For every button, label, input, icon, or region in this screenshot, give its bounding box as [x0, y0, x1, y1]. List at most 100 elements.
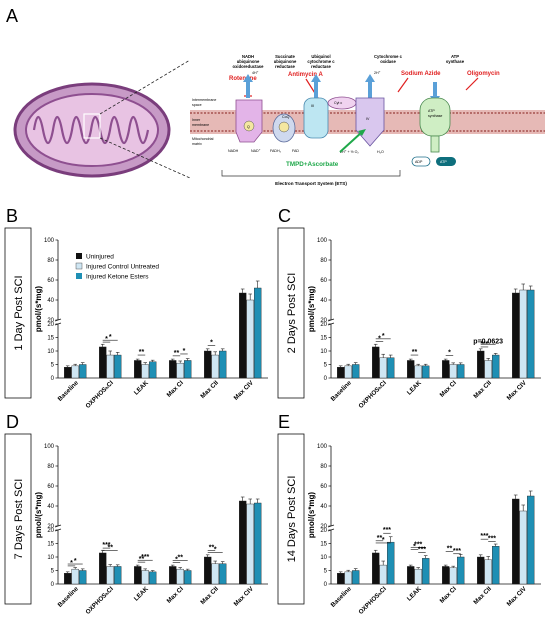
bar	[114, 354, 122, 379]
y-tick-label: 10	[47, 349, 54, 355]
bar	[407, 566, 415, 585]
bar	[114, 566, 122, 585]
mitochondrion-illustration	[13, 59, 191, 179]
bar	[372, 346, 380, 379]
y-tick-label: 10	[320, 555, 327, 561]
complex-iii-title-2: cytochrome c	[307, 59, 335, 64]
bar	[169, 360, 177, 379]
category-label: Max CI	[166, 379, 185, 398]
category-label: LEAK	[133, 585, 150, 602]
bar	[512, 498, 520, 585]
nad-label: NAD⁺	[251, 149, 261, 153]
significance-label: **	[107, 545, 113, 552]
bar	[527, 495, 535, 585]
y-tick-label: 20	[47, 524, 54, 530]
significance-label: *	[214, 547, 217, 554]
y-tick-label: 5	[324, 363, 328, 369]
bar	[519, 289, 527, 379]
bar	[141, 570, 149, 585]
significance-label: **	[174, 350, 180, 357]
category-label: Baseline	[330, 585, 354, 609]
significance-label: *	[448, 350, 451, 357]
bar	[512, 292, 520, 379]
bar	[442, 360, 450, 379]
y-tick-label: 100	[317, 238, 328, 244]
category-label: LEAK	[406, 585, 423, 602]
bar	[387, 357, 395, 379]
legend-swatch-control	[75, 262, 83, 270]
coq-label: CoQ	[282, 115, 290, 119]
y-tick-label: 20	[47, 322, 54, 328]
y-tick-label: 100	[44, 444, 55, 450]
bar	[176, 362, 184, 379]
inhibitor-azide: Sodium Azide	[401, 71, 441, 77]
bar	[64, 367, 72, 379]
category-label: Max CI	[439, 585, 458, 604]
complex-ii-title-3: reductase	[275, 64, 295, 69]
fad-label: FAD	[292, 149, 299, 153]
y-tick-label: 60	[47, 484, 54, 490]
panel-a-letter: A	[6, 6, 18, 26]
legend-swatch-uninjured	[76, 253, 82, 259]
bar	[337, 573, 345, 585]
bar	[449, 364, 457, 379]
y-tick-label: 80	[47, 258, 54, 264]
atp-label: ATP	[440, 160, 447, 164]
bar	[457, 556, 465, 585]
category-label: LEAK	[406, 379, 423, 396]
bar	[71, 568, 79, 585]
category-label: Max CIV	[506, 585, 529, 608]
ims-label-1: Intermembrane	[192, 98, 216, 102]
significance-label: ***	[141, 554, 149, 561]
y-tick-label: 40	[320, 298, 327, 304]
matrix-label-1: Mitochondrial	[192, 137, 214, 141]
bar	[134, 566, 142, 585]
significance-label: *	[175, 556, 178, 563]
significance-label: *	[70, 560, 73, 567]
complex-iii-title-1: Ubiquinol	[311, 54, 330, 59]
significance-label: *	[210, 340, 213, 347]
complex-iv-title-1: Cytochrome c	[374, 54, 403, 59]
bar	[64, 573, 72, 585]
y-tick-label: 15	[47, 336, 54, 342]
panel-c-letter: C	[278, 206, 291, 226]
category-label: LEAK	[133, 379, 150, 396]
bar	[79, 570, 87, 585]
bar	[246, 503, 254, 585]
bar	[211, 354, 219, 379]
atp-box-label-1: ATP	[428, 109, 435, 113]
hplus2-label: 2H⁺	[374, 71, 381, 75]
significance-label: ***	[418, 547, 426, 554]
complex-i-title-1: NADH	[242, 54, 254, 59]
significance-label: ***	[480, 533, 488, 540]
ets-label: Electron Transport System (ETS)	[275, 181, 347, 186]
y-axis-label: pmol/(s*mg)	[307, 492, 316, 539]
significance-label: *	[74, 558, 77, 565]
complex-i-title-3: oxidoreductase	[233, 64, 265, 69]
significance-label: *	[382, 537, 385, 544]
inner-label-1: Inner	[192, 118, 201, 122]
panel-e-side-label: 14 Days Post SCI	[286, 476, 298, 563]
y-axis-label: pmol/(s*mg)	[307, 286, 316, 333]
adp-pill	[411, 156, 431, 167]
category-label: Max CIV	[233, 379, 256, 402]
bar	[254, 287, 262, 379]
significance-label: **	[139, 556, 145, 563]
bar	[484, 559, 492, 585]
significance-label: **	[209, 545, 215, 552]
q-label: Q	[247, 125, 250, 129]
y-tick-label: 80	[47, 464, 54, 470]
bar	[477, 556, 485, 585]
bar	[141, 364, 149, 379]
panel-e-letter: E	[278, 412, 290, 432]
bar	[457, 364, 465, 379]
legend-control: Injured Control Untreated	[86, 264, 159, 271]
bar	[344, 571, 352, 585]
y-tick-label: 0	[324, 376, 328, 382]
bar	[204, 556, 212, 585]
bar	[149, 571, 157, 585]
panel-e-side-box	[277, 433, 305, 605]
complex-titles: NADH ubiquinone oxidoreductase Succinate…	[233, 54, 465, 69]
bar	[71, 365, 79, 379]
y-tick-label: 15	[320, 336, 327, 342]
